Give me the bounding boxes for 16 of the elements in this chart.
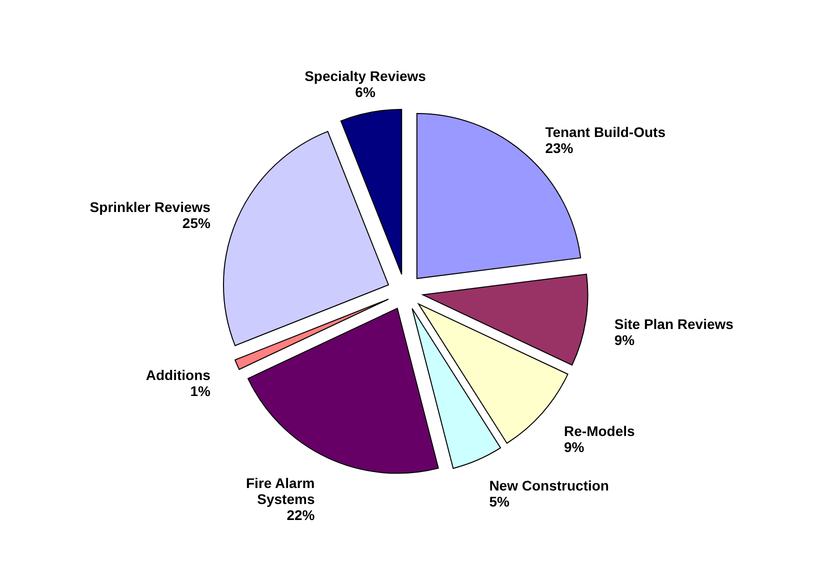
data-label: 5% [489,494,510,510]
data-label: 23% [545,140,574,156]
data-label: 1% [190,383,211,400]
data-label: 9% [564,439,585,456]
data-label: 6% [355,84,376,100]
slice-label: Additions [146,367,211,384]
slice-label: Tenant Build-Outs [545,124,666,140]
slice-label: Site Plan Reviews [614,316,734,332]
data-label: 9% [614,332,636,348]
slice-label: New Construction [489,478,609,494]
slice-label: Sprinkler Reviews [90,198,211,215]
slice-label: Fire Alarm Systems [246,474,315,507]
slice-label: Specialty Reviews [304,68,426,84]
slice-label: Re-Models [564,423,636,440]
data-label: 22% [286,506,316,523]
data-label: 25% [182,214,211,231]
